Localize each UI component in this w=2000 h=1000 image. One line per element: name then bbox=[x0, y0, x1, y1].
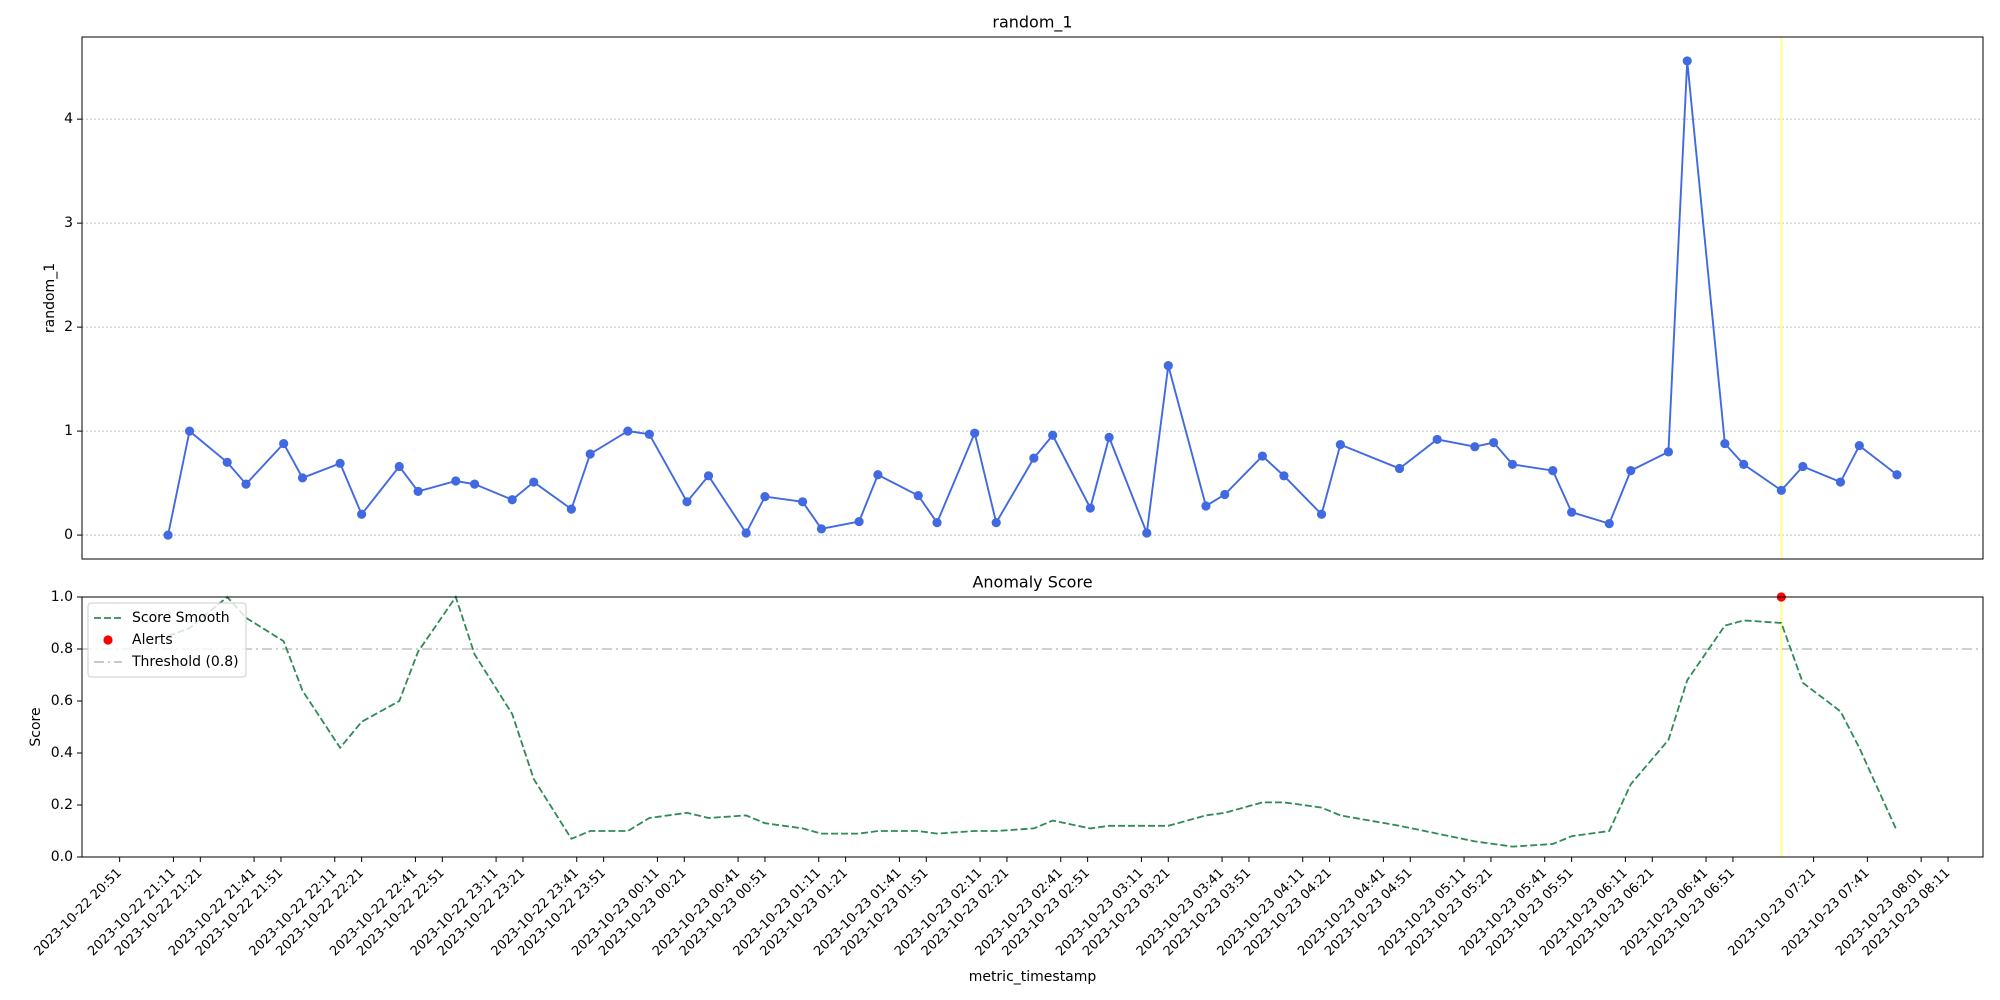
data-point bbox=[1663, 447, 1674, 457]
data-point bbox=[394, 461, 404, 472]
data-point bbox=[741, 528, 751, 538]
data-point bbox=[279, 438, 289, 449]
y-tick-label: 3 bbox=[64, 215, 73, 231]
data-point bbox=[703, 471, 714, 481]
data-point bbox=[1739, 459, 1749, 469]
data-point bbox=[1489, 437, 1499, 448]
data-point bbox=[854, 516, 864, 527]
data-point bbox=[1892, 470, 1902, 480]
data-point bbox=[1048, 430, 1058, 440]
data-point bbox=[682, 497, 692, 507]
data-point bbox=[1835, 477, 1846, 487]
data-point bbox=[1029, 453, 1039, 463]
data-point bbox=[335, 458, 345, 468]
data-point bbox=[970, 428, 980, 438]
data-point bbox=[184, 426, 195, 436]
data-point bbox=[1085, 503, 1095, 513]
data-point bbox=[873, 470, 883, 480]
legend-label: Threshold (0.8) bbox=[131, 654, 239, 670]
data-point bbox=[163, 530, 173, 540]
data-point bbox=[222, 457, 232, 467]
legend-swatch bbox=[103, 635, 113, 645]
data-point bbox=[644, 429, 654, 439]
y-tick-label: 1.0 bbox=[51, 589, 73, 605]
data-point bbox=[1682, 56, 1692, 66]
data-point bbox=[932, 518, 942, 528]
data-point bbox=[760, 492, 770, 502]
data-point bbox=[529, 477, 539, 487]
data-point bbox=[297, 473, 308, 483]
data-point bbox=[585, 449, 595, 459]
data-point bbox=[413, 486, 423, 497]
data-point bbox=[1335, 440, 1345, 450]
x-axis-label: metric_timestamp bbox=[969, 969, 1097, 985]
data-point bbox=[1470, 442, 1480, 452]
data-point bbox=[816, 524, 827, 534]
y-tick-label: 0.0 bbox=[51, 849, 73, 865]
data-point bbox=[1626, 466, 1636, 476]
data-point bbox=[1104, 432, 1114, 442]
x-tick-label: 2023-10-23 07:21 bbox=[1725, 866, 1818, 959]
y-tick-label: 0.6 bbox=[51, 693, 73, 709]
data-point bbox=[1798, 461, 1808, 472]
data-point bbox=[1220, 489, 1230, 500]
plot-frame bbox=[81, 36, 1984, 560]
data-point bbox=[451, 476, 461, 486]
data-point bbox=[1720, 438, 1730, 449]
plot-frame bbox=[81, 596, 1984, 858]
y-tick-label: 0 bbox=[64, 527, 73, 543]
data-point bbox=[507, 495, 517, 505]
legend-label: Score Smooth bbox=[132, 610, 230, 626]
series-line bbox=[167, 60, 1898, 536]
x-tick-label: 2023-10-22 20:51 bbox=[31, 866, 124, 959]
series-line bbox=[167, 594, 1898, 848]
legend-box bbox=[87, 602, 247, 678]
data-point bbox=[566, 504, 576, 514]
data-point bbox=[1854, 441, 1864, 451]
data-point bbox=[1163, 360, 1173, 371]
data-point bbox=[1142, 528, 1152, 538]
data-point bbox=[623, 426, 633, 436]
y-axis-label: Score bbox=[28, 707, 44, 746]
y-tick-label: 0.4 bbox=[51, 745, 73, 761]
legend: Score Smooth Alerts Threshold (0.8) bbox=[87, 602, 247, 678]
y-tick-label: 2 bbox=[64, 319, 73, 335]
data-point bbox=[1548, 466, 1558, 476]
data-point bbox=[798, 497, 808, 507]
y-tick-label: 1 bbox=[64, 423, 73, 439]
data-point bbox=[1776, 485, 1786, 495]
data-point bbox=[1257, 451, 1267, 461]
y-tick-label: 0.8 bbox=[51, 641, 73, 657]
data-point bbox=[357, 509, 367, 519]
data-point bbox=[1567, 507, 1577, 517]
data-point bbox=[1507, 459, 1518, 469]
chart-title: Anomaly Score bbox=[972, 573, 1092, 592]
data-point bbox=[913, 490, 923, 501]
data-point bbox=[469, 479, 480, 489]
y-axis-label: random_1 bbox=[42, 263, 58, 333]
y-tick-label: 0.2 bbox=[51, 797, 73, 813]
y-tick-label: 4 bbox=[64, 111, 73, 127]
data-point bbox=[991, 518, 1001, 528]
data-point bbox=[1604, 519, 1614, 529]
data-point bbox=[1316, 509, 1327, 519]
data-point bbox=[1394, 463, 1405, 474]
data-point bbox=[241, 479, 251, 489]
data-point bbox=[1279, 471, 1289, 481]
legend-label: Alerts bbox=[132, 632, 173, 648]
data-point bbox=[1201, 501, 1211, 511]
chart-title: random_1 bbox=[992, 13, 1072, 33]
data-point bbox=[1432, 434, 1442, 445]
